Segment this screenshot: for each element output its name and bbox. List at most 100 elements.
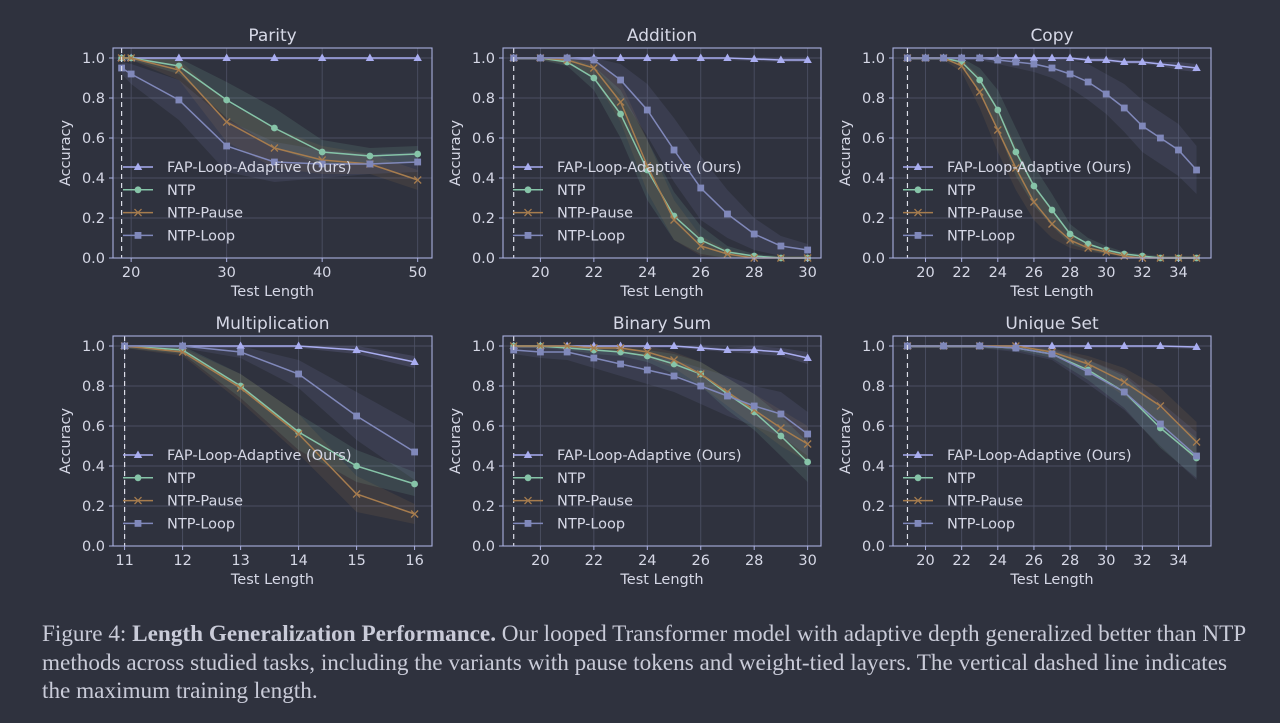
- data-point: [1193, 166, 1200, 174]
- legend-marker: [914, 520, 922, 527]
- data-point: [1083, 55, 1093, 63]
- x-tick-label: 26: [692, 553, 710, 569]
- data-point: [697, 184, 705, 192]
- data-point: [1066, 236, 1075, 244]
- data-point: [1029, 53, 1039, 61]
- data-point: [127, 54, 136, 62]
- data-point: [643, 53, 652, 61]
- data-point: [1120, 57, 1129, 65]
- x-tick-label: 28: [745, 553, 763, 569]
- legend-item: NTP-Loop: [123, 228, 235, 244]
- x-tick-label: 30: [1097, 265, 1115, 281]
- legend-item: NTP-Pause: [123, 206, 243, 222]
- data-point: [994, 56, 1002, 64]
- series-line: [124, 345, 415, 453]
- data-point: [294, 341, 303, 349]
- data-point: [413, 53, 422, 61]
- confidence-band: [907, 346, 1197, 480]
- legend-label: NTP-Pause: [557, 494, 633, 510]
- x-tick-label: 20: [916, 265, 934, 281]
- confidence-band: [124, 346, 415, 496]
- legend-marker: [133, 162, 143, 170]
- legend-marker: [524, 186, 532, 194]
- chart-title: Parity: [248, 26, 296, 46]
- data-point: [777, 432, 785, 440]
- legend-label: NTP-Loop: [557, 516, 625, 532]
- data-point: [777, 410, 785, 418]
- chart-panel-binary-sum: 0.0 0.2 0.4 0.6 0.8 1.0 20 22 24 26 28 30 Binary Sum…: [448, 314, 822, 588]
- data-point: [669, 341, 679, 349]
- data-point: [1065, 53, 1075, 61]
- data-point: [222, 118, 231, 126]
- axes-frame: [112, 335, 433, 547]
- y-tick-label: 0.2: [82, 499, 105, 515]
- data-point: [366, 160, 374, 168]
- data-point: [589, 64, 598, 72]
- data-point: [724, 392, 731, 400]
- y-tick-label: 0.2: [472, 499, 495, 515]
- data-point: [616, 98, 625, 106]
- data-point: [1120, 104, 1128, 112]
- legend-label: NTP-Pause: [947, 206, 1023, 222]
- x-tick-label: 15: [347, 553, 365, 569]
- y-tick-label: 0.8: [862, 91, 885, 107]
- data-point: [1048, 206, 1056, 214]
- data-point: [179, 342, 186, 350]
- data-point: [696, 242, 705, 250]
- confidence-band: [513, 346, 808, 456]
- data-point: [1084, 78, 1092, 86]
- data-point: [643, 162, 652, 170]
- chart-title: Unique Set: [1005, 314, 1099, 334]
- legend-marker: [134, 496, 142, 505]
- data-point: [1192, 342, 1201, 350]
- legend-item: FAP-Loop-Adaptive (Ours): [903, 160, 1132, 176]
- confidence-band: [513, 58, 808, 258]
- data-point: [271, 124, 278, 132]
- y-tick-label: 0.4: [862, 171, 885, 187]
- data-point: [957, 62, 966, 70]
- legend-marker: [914, 474, 922, 482]
- data-point: [174, 53, 184, 61]
- confidence-band: [907, 58, 1197, 258]
- legend-marker: [913, 450, 923, 458]
- x-tick-label: 26: [1025, 265, 1043, 281]
- legend-item: NTP-Loop: [513, 228, 625, 244]
- x-tick-label: 16: [405, 553, 423, 569]
- data-point: [1192, 438, 1201, 446]
- x-tick-label: 30: [798, 553, 816, 569]
- data-point: [776, 347, 786, 355]
- confidence-band: [513, 346, 808, 482]
- legend-marker: [134, 186, 142, 194]
- y-tick-label: 0.8: [862, 379, 885, 395]
- legend-item: NTP: [123, 471, 196, 487]
- data-point: [697, 236, 705, 244]
- legend-label: NTP-Pause: [947, 494, 1023, 510]
- data-point: [222, 53, 231, 61]
- confidence-band: [513, 58, 808, 256]
- data-point: [940, 54, 947, 62]
- y-axis-label: Accuracy: [58, 119, 74, 186]
- y-tick-label: 0.2: [862, 499, 885, 515]
- legend-marker: [134, 208, 142, 217]
- data-point: [563, 342, 572, 350]
- legend-label: NTP: [947, 183, 976, 199]
- data-point: [616, 53, 625, 61]
- legend-label: FAP-Loop-Adaptive (Ours): [167, 160, 352, 176]
- data-point: [940, 342, 947, 350]
- x-tick-label: 20: [531, 265, 549, 281]
- y-tick-label: 0.0: [862, 251, 885, 267]
- x-tick-label: 28: [1061, 265, 1079, 281]
- confidence-band: [121, 58, 418, 164]
- legend-label: NTP: [167, 471, 196, 487]
- legend-marker: [134, 520, 142, 527]
- data-point: [1084, 368, 1092, 376]
- data-point: [1174, 61, 1183, 69]
- x-axis-label: Test Length: [619, 572, 703, 588]
- y-tick-label: 0.4: [472, 459, 495, 475]
- data-point: [697, 382, 705, 390]
- x-tick-label: 32: [1133, 265, 1151, 281]
- legend-label: FAP-Loop-Adaptive (Ours): [947, 160, 1132, 176]
- legend-marker: [914, 186, 922, 194]
- data-point: [174, 66, 183, 74]
- data-point: [922, 54, 929, 62]
